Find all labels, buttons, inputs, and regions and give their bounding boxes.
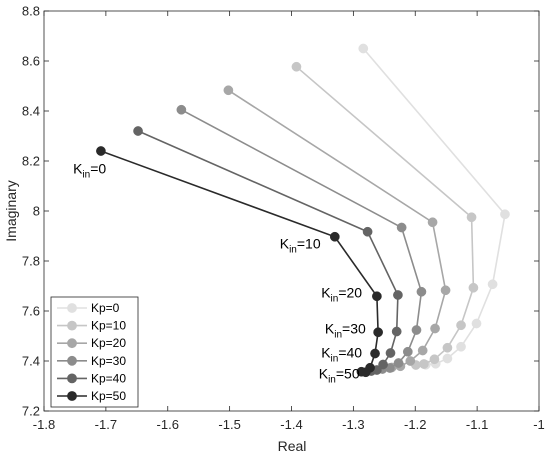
legend-item: Kp=10 (57, 319, 126, 333)
x-tick-label: -1.1 (466, 417, 488, 432)
legend-swatch-marker (67, 338, 77, 349)
x-tick-label: -1 (533, 417, 545, 432)
data-point (372, 291, 382, 302)
x-tick-label: -1.3 (342, 417, 364, 432)
legend-swatch-marker (67, 373, 77, 384)
data-point (402, 346, 413, 357)
data-point (329, 231, 340, 242)
annotation-label: Kin=10 (280, 236, 321, 256)
legend-label: Kp=50 (91, 389, 126, 403)
y-tick-label: 8 (33, 204, 40, 219)
data-point (417, 345, 428, 356)
x-tick-label: -1.5 (218, 417, 240, 432)
legend-swatch-marker (67, 320, 77, 331)
legend-item: Kp=40 (57, 371, 126, 385)
data-point (370, 348, 380, 359)
series-layer (96, 43, 510, 378)
y-tick-label: 7.4 (22, 354, 40, 369)
data-point (427, 217, 438, 228)
data-point (405, 356, 416, 366)
annotation-label: Kin=30 (325, 321, 366, 341)
y-axis: 7.2 7.4 7.6 7.8 8 8.2 8.4 8.6 8.8 (22, 4, 539, 419)
data-point (373, 327, 383, 338)
legend-item: Kp=0 (57, 301, 120, 315)
y-tick-label: 7.2 (22, 404, 40, 419)
data-point (393, 290, 403, 300)
data-point (430, 323, 440, 334)
legend: Kp=0 Kp=10 Kp=20 Kp=30 Kp=40 Kp=50 (50, 296, 139, 408)
data-point (429, 354, 440, 365)
data-point (356, 366, 367, 377)
data-point (362, 226, 373, 237)
y-tick-label: 8.4 (22, 104, 40, 119)
data-point (500, 209, 510, 220)
y-tick-label: 8.8 (22, 4, 40, 19)
data-point (176, 104, 187, 115)
annotation-label: Kin=20 (321, 284, 362, 304)
data-point (440, 285, 451, 296)
legend-label: Kp=0 (91, 301, 120, 315)
legend-label: Kp=30 (91, 354, 126, 368)
legend-label: Kp=20 (91, 336, 126, 350)
data-point (358, 43, 369, 54)
x-tick-label: -1.8 (33, 417, 55, 432)
legend-item: Kp=20 (57, 336, 126, 350)
y-tick-label: 7.6 (22, 304, 40, 319)
data-point (442, 342, 453, 353)
y-axis-label: Imaginary (3, 180, 19, 241)
y-tick-label: 8.6 (22, 54, 40, 69)
data-point (378, 359, 388, 370)
data-point (416, 286, 427, 297)
y-tick-label: 8.2 (22, 154, 40, 169)
x-axis: -1.8 -1.7 -1.6 -1.5 -1.4 -1.3 -1.2 -1.1 -1 (33, 11, 545, 432)
data-point (291, 61, 302, 72)
annotation-label: Kin=50 (319, 366, 360, 386)
legend-swatch-marker (67, 391, 77, 401)
legend-swatch-marker (67, 355, 77, 366)
data-point (456, 341, 466, 352)
x-tick-label: -1.2 (404, 417, 426, 432)
data-point (468, 282, 479, 293)
data-point (442, 353, 453, 364)
x-tick-label: -1.7 (95, 417, 117, 432)
x-tick-label: -1.4 (280, 417, 302, 432)
data-point (456, 320, 466, 331)
data-point (385, 348, 396, 358)
data-point (487, 279, 498, 290)
annotation-label: Kin=40 (321, 345, 362, 365)
legend-label: Kp=10 (91, 319, 126, 333)
legend-swatch-marker (67, 303, 77, 313)
data-point (391, 326, 402, 337)
x-tick-label: -1.6 (157, 417, 179, 432)
annotation-label: Kin=0 (73, 161, 106, 181)
data-point (396, 222, 407, 233)
data-point (419, 359, 429, 369)
legend-box (50, 296, 139, 408)
data-point (471, 318, 482, 329)
legend-label: Kp=40 (91, 371, 126, 385)
data-point (466, 212, 477, 223)
y-tick-label: 7.8 (22, 254, 40, 269)
data-point (223, 85, 234, 96)
series-kp-40 (133, 126, 403, 376)
legend-item: Kp=50 (57, 389, 126, 403)
x-axis-label: Real (278, 438, 307, 454)
series-kp-50 (96, 146, 383, 378)
data-point (133, 126, 143, 136)
data-point (96, 146, 106, 156)
data-point (411, 325, 422, 335)
legend-item: Kp=30 (57, 354, 126, 368)
data-point (393, 358, 404, 368)
